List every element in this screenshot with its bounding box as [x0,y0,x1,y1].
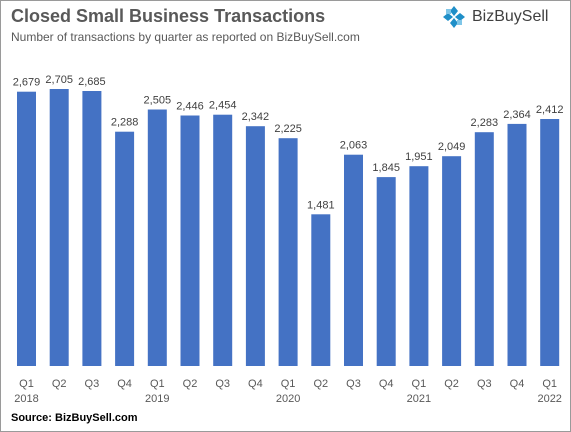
x-year-label-0: 2018 [14,393,38,405]
source-note: Source: BizBuySell.com [11,412,138,424]
value-label-13: 2,049 [438,141,466,153]
value-label-14: 2,283 [471,117,499,129]
value-label-2: 2,685 [78,76,106,88]
x-tick-label-2: Q3 [85,378,100,390]
bar-6 [213,114,233,366]
value-label-12: 1,951 [405,151,433,163]
value-label-4: 2,505 [144,95,172,107]
x-tick-label-12: Q1 [412,378,427,390]
bar-13 [442,156,462,366]
value-label-7: 2,342 [242,111,270,123]
x-tick-label-14: Q3 [477,378,492,390]
x-year-label-16: 2022 [537,393,561,405]
bizbuysell-logo: BizBuySell [442,5,548,29]
bar-14 [474,132,494,366]
value-label-5: 2,446 [176,101,204,113]
x-tick-label-3: Q4 [117,378,132,390]
x-tick-label-15: Q4 [510,378,525,390]
value-label-10: 2,063 [340,140,368,152]
value-label-0: 2,679 [13,77,41,89]
bar-3 [115,131,135,366]
x-tick-label-16: Q1 [542,378,557,390]
value-label-1: 2,705 [45,74,73,86]
x-tick-label-0: Q1 [19,378,34,390]
value-label-15: 2,364 [503,109,531,121]
bar-1 [49,89,69,366]
chart-title: Closed Small Business Transactions [11,6,326,26]
bar-8 [278,138,298,366]
value-label-9: 1,481 [307,199,335,211]
value-label-8: 2,225 [274,123,302,135]
x-tick-label-8: Q1 [281,378,296,390]
bar-10 [344,154,363,366]
x-year-label-8: 2020 [276,393,300,405]
x-tick-label-10: Q3 [346,378,361,390]
x-tick-label-9: Q2 [313,378,328,390]
x-tick-label-1: Q2 [52,378,67,390]
x-tick-label-6: Q3 [215,378,230,390]
bar-11 [376,177,396,366]
x-tick-label-7: Q4 [248,378,263,390]
x-tick-label-5: Q2 [183,378,198,390]
bar-5 [180,115,200,366]
x-tick-label-13: Q2 [444,378,459,390]
value-label-3: 2,288 [111,117,139,129]
bar-7 [245,126,265,366]
bar-2 [82,91,102,366]
x-year-label-4: 2019 [145,393,169,405]
value-label-11: 1,845 [372,162,400,174]
x-year-label-12: 2021 [407,393,431,405]
bar-9 [311,214,331,366]
bizbuysell-logo-icon [443,6,465,28]
bar-12 [409,166,429,366]
bar-15 [507,123,527,367]
x-tick-label-4: Q1 [150,378,165,390]
value-label-6: 2,454 [209,100,237,112]
bar-16 [540,119,560,366]
bar-0 [17,91,36,366]
x-tick-label-11: Q4 [379,378,394,390]
bar-4 [147,109,167,366]
value-label-16: 2,412 [536,104,564,116]
chart-subtitle: Number of transactions by quarter as rep… [11,30,360,44]
logo-text: BizBuySell [472,8,549,25]
